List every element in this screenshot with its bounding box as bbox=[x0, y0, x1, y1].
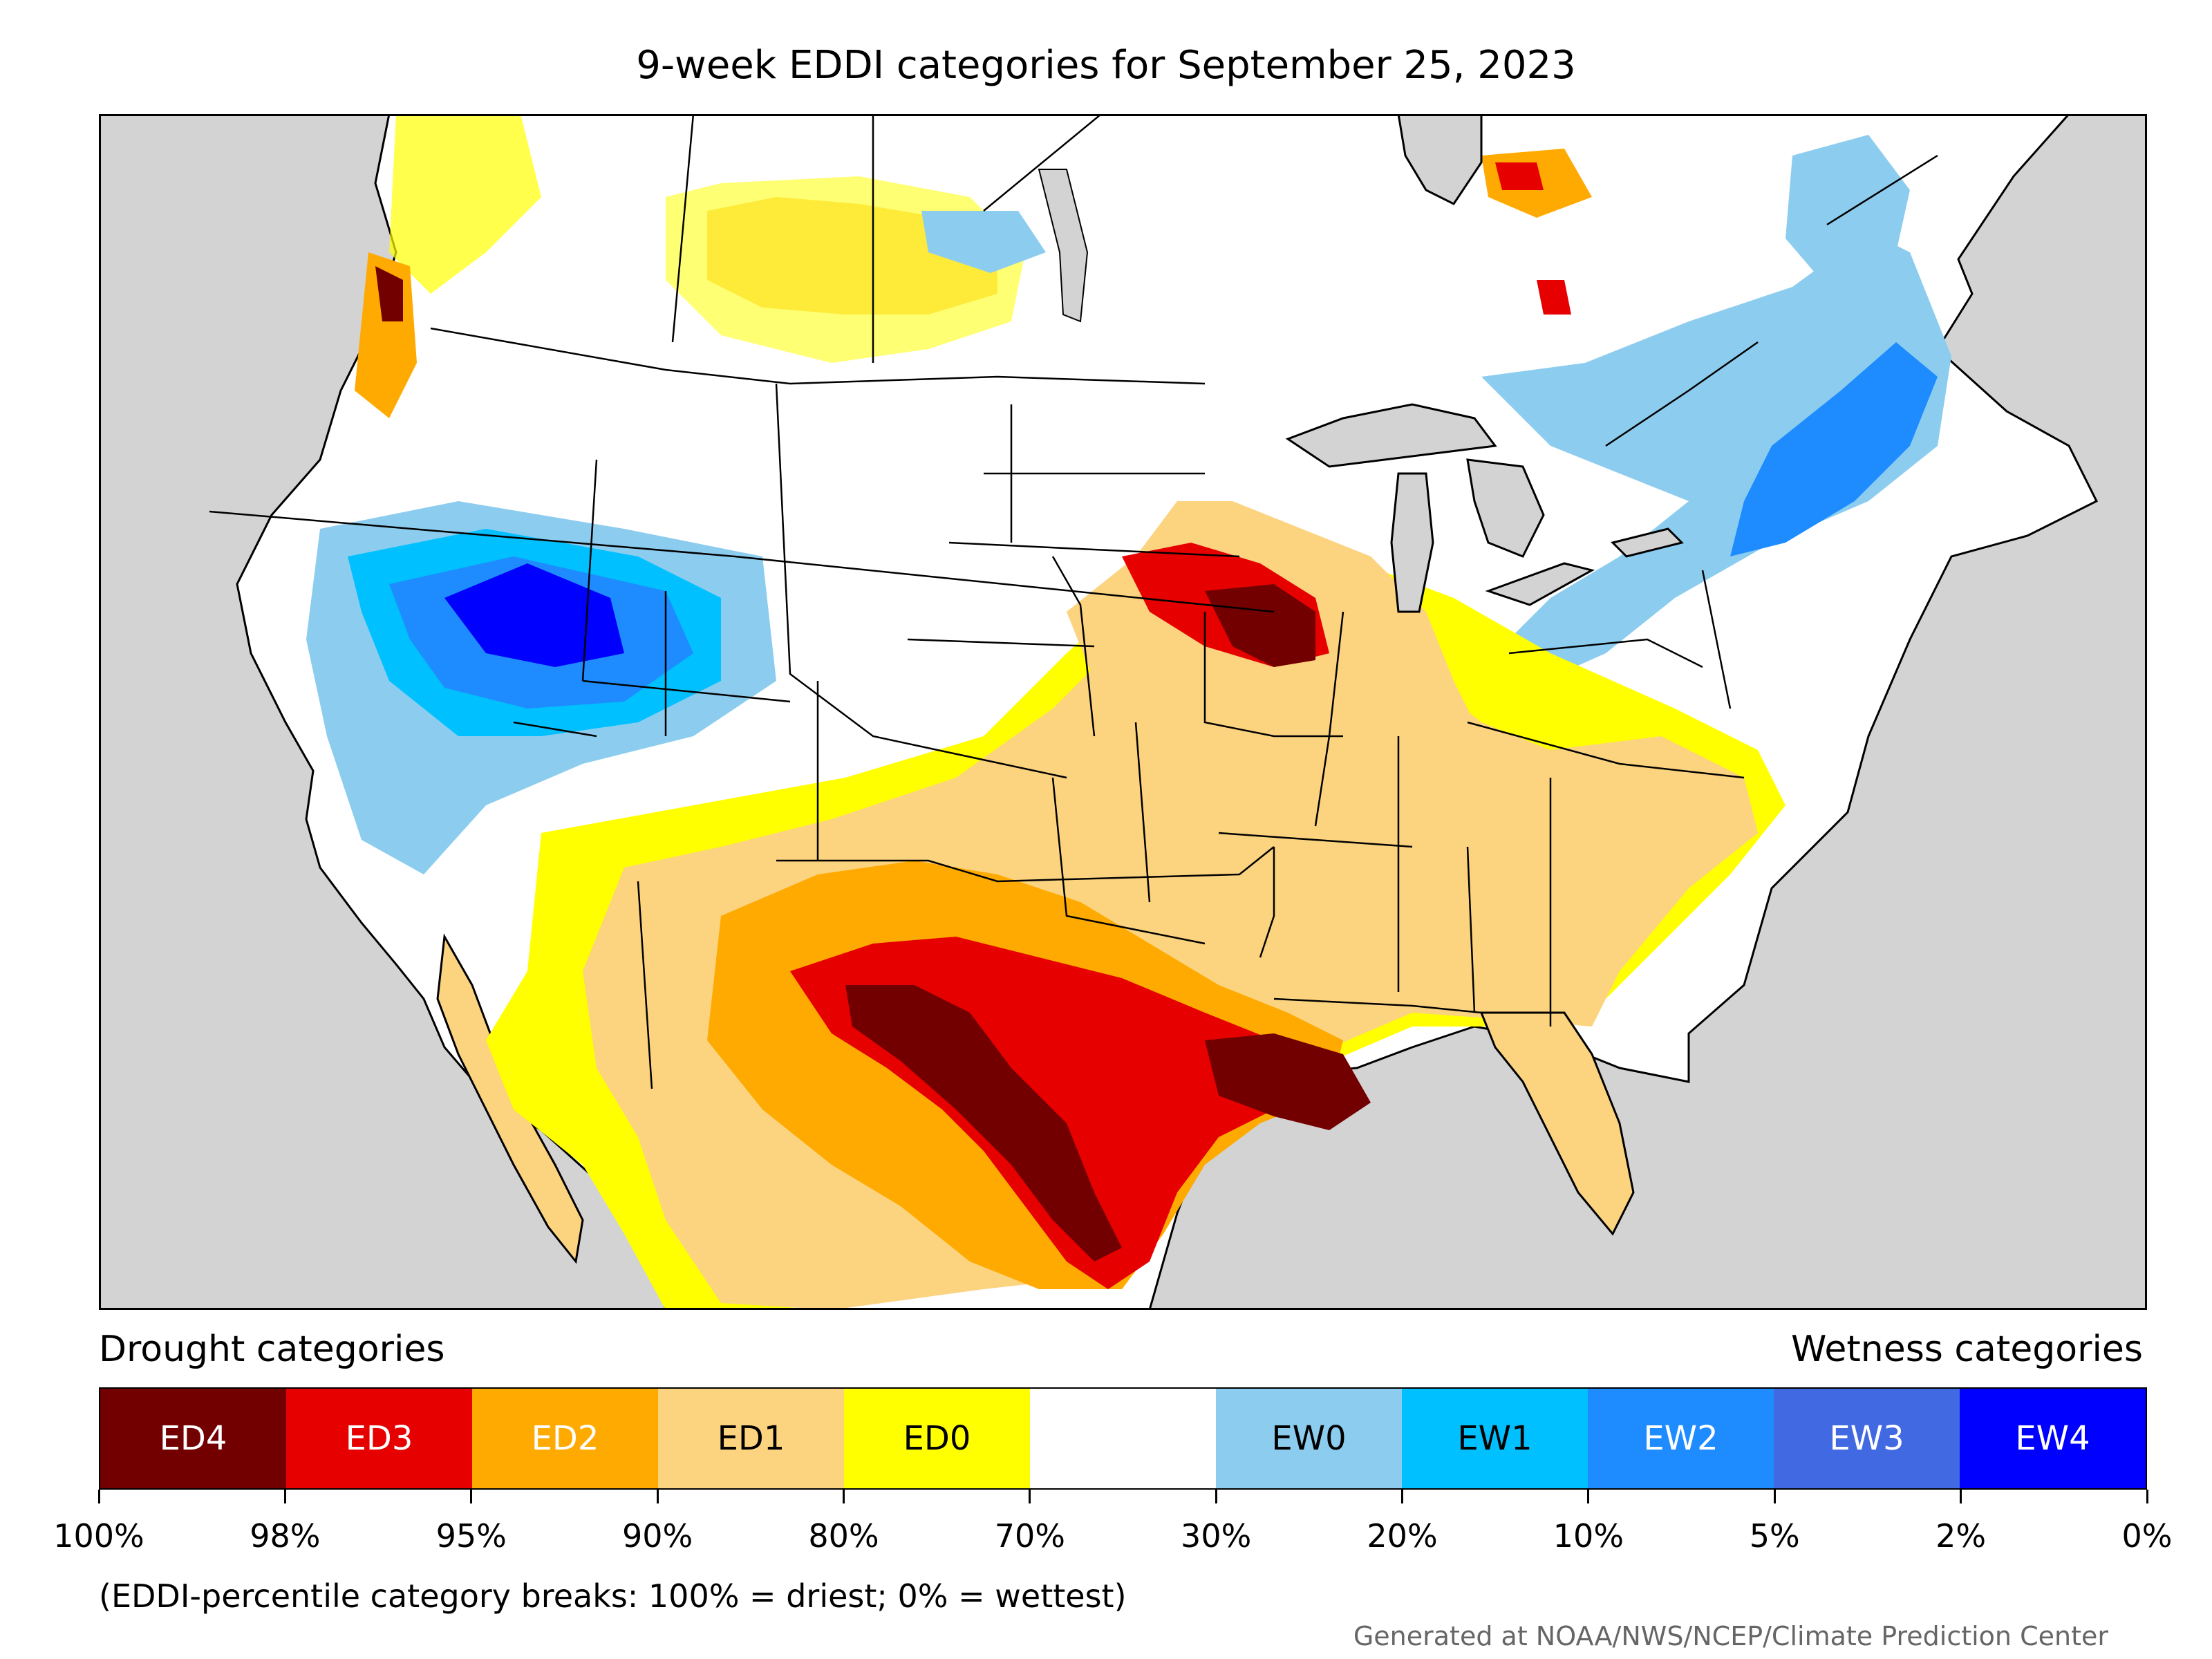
colorbar-tick-mark bbox=[1587, 1490, 1590, 1503]
colorbar-cell: EW2 bbox=[1588, 1389, 1774, 1488]
florida bbox=[1479, 1011, 1635, 1236]
colorbar-tick-label: 70% bbox=[994, 1517, 1065, 1555]
wetness-categories-heading: Wetness categories bbox=[1791, 1329, 2143, 1370]
colorbar-cell-label: EW1 bbox=[1457, 1419, 1533, 1458]
colorbar-cell: ED2 bbox=[472, 1389, 658, 1488]
colorbar-tick-mark bbox=[656, 1490, 659, 1503]
colorbar-tick-label: 95% bbox=[435, 1517, 507, 1555]
colorbar-cell-label: EW0 bbox=[1271, 1419, 1347, 1458]
colorbar-cell-label: EW4 bbox=[2015, 1419, 2090, 1458]
region-ed3-ontario bbox=[1495, 162, 1544, 190]
region-ed4-oregon bbox=[375, 266, 403, 321]
lake-superior bbox=[1285, 403, 1497, 468]
colorbar-cell: EW3 bbox=[1774, 1389, 1960, 1488]
eddi-map bbox=[99, 114, 2147, 1310]
colorbar-tick-label: 90% bbox=[621, 1517, 693, 1555]
region-ew2-east bbox=[1730, 342, 1938, 556]
region-ew0-canada bbox=[921, 211, 1046, 273]
colorbar-tick-label: 10% bbox=[1553, 1517, 1624, 1555]
colorbar-cell: ED0 bbox=[844, 1389, 1030, 1488]
colorbar-tick-mark bbox=[1029, 1490, 1031, 1503]
colorbar-cell: EW0 bbox=[1216, 1389, 1402, 1488]
colorbar-tick-label: 20% bbox=[1367, 1517, 1438, 1555]
colorbar-tick-label: 5% bbox=[1749, 1517, 1800, 1555]
colorbar-tick-label: 0% bbox=[2121, 1517, 2173, 1555]
region-ed0-nw bbox=[389, 114, 541, 294]
colorbar-cell: ED4 bbox=[100, 1389, 286, 1488]
colorbar-cell-label: ED4 bbox=[159, 1419, 227, 1458]
hudson-bay bbox=[1397, 114, 1483, 205]
region-ed4-texas bbox=[845, 985, 1122, 1262]
colorbar-cell bbox=[1030, 1389, 1216, 1488]
colorbar-cell-label: ED1 bbox=[717, 1419, 785, 1458]
colorbar-cell: ED1 bbox=[658, 1389, 844, 1488]
colorbar-tick-mark bbox=[1401, 1490, 1404, 1503]
colorbar-tick-mark bbox=[97, 1490, 100, 1503]
colorbar-cell-label: EW2 bbox=[1643, 1419, 1718, 1458]
colorbar-cell-label: ED3 bbox=[345, 1419, 413, 1458]
colorbar-tick-label: 100% bbox=[53, 1517, 144, 1555]
colorbar-tick-mark bbox=[842, 1490, 845, 1503]
colorbar-tick-label: 80% bbox=[808, 1517, 879, 1555]
map-title: 9-week EDDI categories for September 25,… bbox=[636, 43, 1576, 88]
colorbar-tick-mark bbox=[470, 1490, 473, 1503]
lake-michigan bbox=[1390, 472, 1434, 613]
lake-ontario bbox=[1611, 527, 1684, 558]
colorbar-tick-mark bbox=[1960, 1490, 1962, 1503]
category-colorbar: ED4 ED3 ED2 ED1 ED0 EW0 EW1 EW2 EW3 EW4 bbox=[99, 1387, 2147, 1490]
region-ew4-west bbox=[444, 563, 624, 667]
region-ed4-louisiana bbox=[1205, 1033, 1371, 1130]
colorbar-cell-label: EW3 bbox=[1829, 1419, 1904, 1458]
colorbar-tick-mark bbox=[2146, 1490, 2148, 1503]
colorbar-cell-label: ED0 bbox=[903, 1419, 971, 1458]
colorbar-tick-mark bbox=[283, 1490, 286, 1503]
drought-categories-heading: Drought categories bbox=[99, 1329, 445, 1370]
region-ed4-iowa bbox=[1205, 584, 1315, 667]
colorbar-cell-label: ED2 bbox=[531, 1419, 599, 1458]
region-ed3-quebec-spot bbox=[1537, 280, 1571, 315]
region-ew0-east bbox=[1481, 232, 1951, 681]
lake-erie bbox=[1485, 562, 1595, 606]
colorbar-tick-label: 2% bbox=[1936, 1517, 1987, 1555]
credit-line: Generated at NOAA/NWS/NCEP/Climate Predi… bbox=[1353, 1621, 2108, 1651]
colorbar-tick-label: 30% bbox=[1181, 1517, 1252, 1555]
colorbar-cell: EW4 bbox=[1960, 1389, 2146, 1488]
lake-winnipeg bbox=[1038, 169, 1089, 323]
colorbar-cell: EW1 bbox=[1402, 1389, 1588, 1488]
colorbar-cell: ED3 bbox=[286, 1389, 472, 1488]
colorbar-tick-mark bbox=[1215, 1490, 1217, 1503]
admin-borders bbox=[209, 114, 1938, 1089]
colorbar-tick-label: 98% bbox=[250, 1517, 321, 1555]
category-breaks-note: (EDDI-percentile category breaks: 100% =… bbox=[99, 1577, 1127, 1615]
colorbar-tick-mark bbox=[1773, 1490, 1776, 1503]
lake-huron bbox=[1466, 458, 1545, 558]
